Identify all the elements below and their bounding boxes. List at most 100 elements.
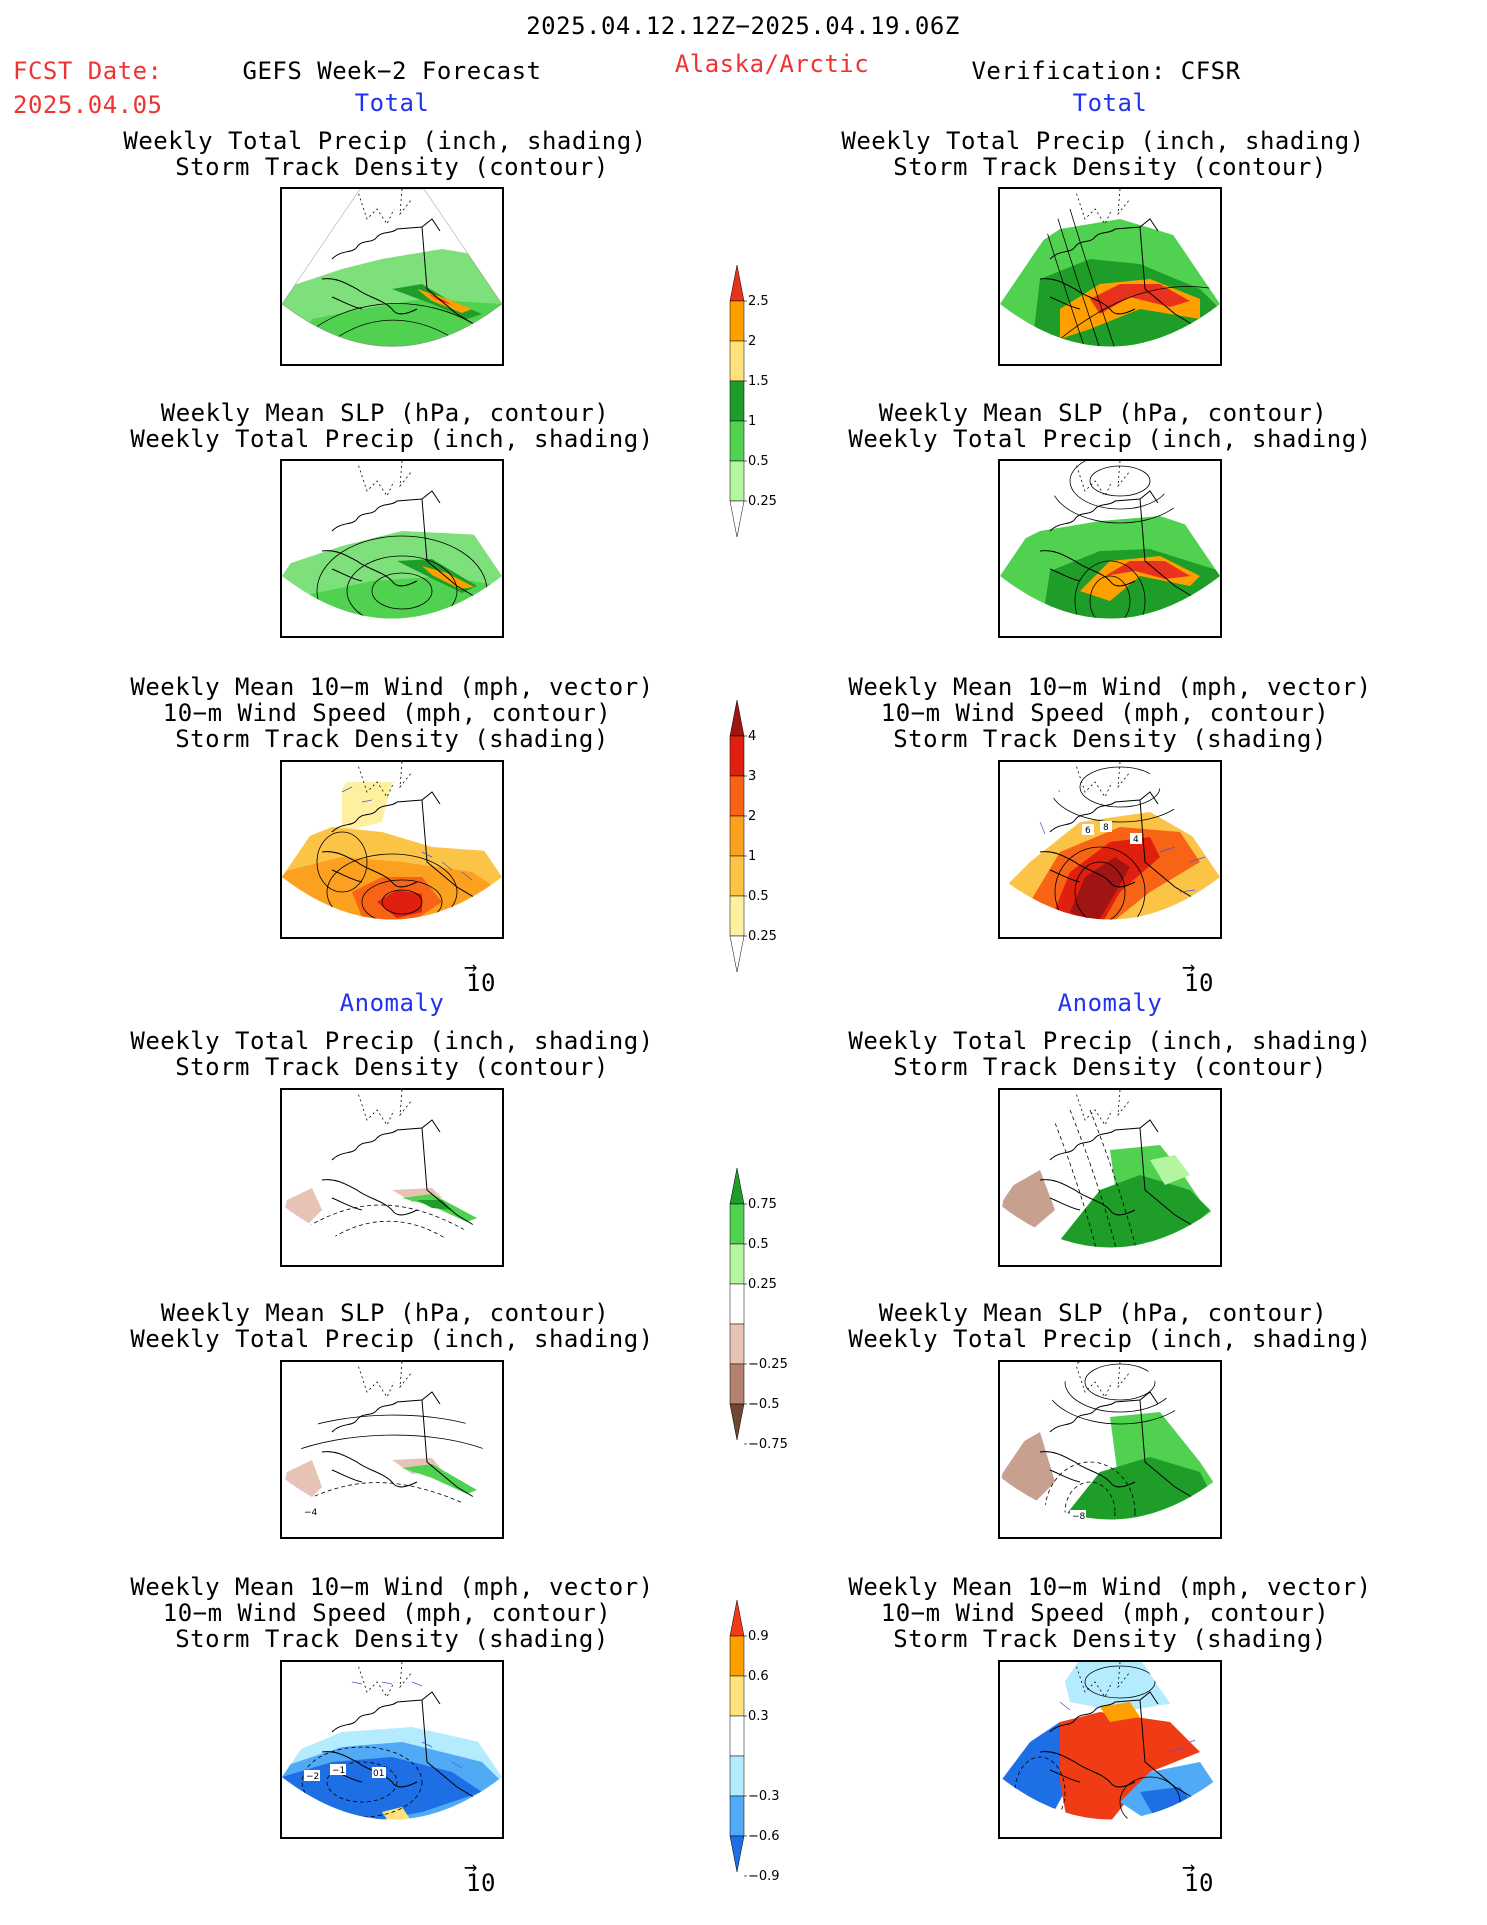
fc-anom-precip-title-1: Weekly Total Precip (inch, shading) <box>130 1027 654 1055</box>
fc-anom-slp-title-1: Weekly Mean SLP (hPa, contour) <box>160 1299 610 1327</box>
colorbar-label: −0.25 <box>748 1357 788 1372</box>
wind-contour-label: −2 <box>306 1772 319 1782</box>
colorbar-segment <box>729 300 745 342</box>
precip-total-colorbar: 2.5 2 1.5 1 0.5 0.25 <box>729 265 777 538</box>
verification-title: Verification: CFSR <box>971 57 1241 85</box>
vector-reference-arrow: → <box>1182 1855 1196 1880</box>
colorbar-label: 0.25 <box>748 494 777 509</box>
colorbar-label: 2 <box>748 809 756 824</box>
colorbar-label: −0.75 <box>748 1437 788 1452</box>
colorbar-segment <box>729 1403 745 1441</box>
obs-total-slp-map <box>998 459 1222 638</box>
colorbar-label: 0.6 <box>748 1669 769 1684</box>
colorbar-segment <box>729 265 745 302</box>
region-title: Alaska/Arctic <box>674 50 870 78</box>
precip-anom-colorbar: 0.75 0.5 0.25 −0.25 −0.5 −0.75 <box>729 1168 788 1452</box>
obs-anom-precip-map <box>998 1088 1222 1267</box>
colorbar-label: 2.5 <box>748 294 769 309</box>
vector-reference-arrow: → <box>1182 955 1196 980</box>
colorbar-segment <box>729 895 745 937</box>
fc-total-precip-map <box>280 187 504 366</box>
colorbar-segment <box>729 420 745 462</box>
colorbar-segment <box>729 1323 745 1365</box>
colorbar-label: 0.5 <box>748 1237 769 1252</box>
colorbar-segment <box>729 855 745 897</box>
obs-anom-wind-title-3: Storm Track Density (shading) <box>893 1625 1327 1653</box>
obs-total-slp-title-1: Weekly Mean SLP (hPa, contour) <box>878 399 1328 427</box>
fc-total-slp-title-1: Weekly Mean SLP (hPa, contour) <box>160 399 610 427</box>
wind-contour-label: 01 <box>373 1769 384 1779</box>
fc-total-precip-title-2: Storm Track Density (contour) <box>175 153 609 181</box>
slp-contour-label: −8 <box>1072 1512 1086 1522</box>
fc-anom-slp-title-2: Weekly Total Precip (inch, shading) <box>130 1325 654 1353</box>
fc-anom-wind-title-2: 10−m Wind Speed (mph, contour) <box>162 1599 612 1627</box>
colorbar-segment <box>729 460 745 502</box>
fc-total-wind-map <box>280 760 504 939</box>
obs-anom-wind-map <box>998 1660 1222 1839</box>
colorbar-label: −0.9 <box>748 1869 780 1884</box>
obs-total-precip-title-1: Weekly Total Precip (inch, shading) <box>841 127 1365 155</box>
fc-anom-wind-title-3: Storm Track Density (shading) <box>175 1625 609 1653</box>
fc-total-slp-map <box>280 459 504 638</box>
colorbar-segment <box>729 815 745 857</box>
colorbar-segment <box>729 1203 745 1245</box>
colorbar-segment <box>729 1363 745 1405</box>
colorbar-label: 0.5 <box>748 454 769 469</box>
total-section-left: Total <box>354 89 430 117</box>
colorbar-label: 3 <box>748 769 756 784</box>
colorbar-label: 1.5 <box>748 374 769 389</box>
vector-reference-arrow: → <box>464 1855 478 1880</box>
obs-total-precip-title-2: Storm Track Density (contour) <box>893 153 1327 181</box>
vector-reference-label: 10 <box>1184 969 1214 997</box>
colorbar-label: 0.3 <box>748 1709 769 1724</box>
colorbar-segment <box>729 1835 745 1873</box>
fc-anom-wind-title-1: Weekly Mean 10−m Wind (mph, vector) <box>130 1573 654 1601</box>
fc-anom-precip-map <box>280 1088 504 1267</box>
fc-anom-wind-map: −2 −1 01 <box>280 1660 504 1839</box>
colorbar-label: 0.9 <box>748 1629 769 1644</box>
vector-reference-arrow: → <box>464 955 478 980</box>
track-total-colorbar: 4 3 2 1 0.5 0.25 <box>729 700 777 973</box>
colorbar-segment <box>729 1755 745 1797</box>
obs-total-precip-map <box>998 187 1222 366</box>
colorbar-segment <box>729 1675 745 1717</box>
colorbar-label: 0.75 <box>748 1197 777 1212</box>
colorbar-segment <box>729 1283 745 1325</box>
fc-total-precip-title-1: Weekly Total Precip (inch, shading) <box>123 127 647 155</box>
colorbar-label: 2 <box>748 334 756 349</box>
colorbar-label: −0.5 <box>748 1397 780 1412</box>
fcst-date-label: FCST Date: <box>13 57 163 85</box>
wind-contour-label: 4 <box>1133 835 1139 845</box>
wind-contour-label: 6 <box>1085 826 1091 836</box>
fc-total-slp-title-2: Weekly Total Precip (inch, shading) <box>130 425 654 453</box>
obs-total-wind-title-3: Storm Track Density (shading) <box>893 725 1327 753</box>
colorbar-segment <box>729 1600 745 1637</box>
anomaly-section-left: Anomaly <box>339 989 445 1017</box>
colorbar-segment <box>729 500 745 538</box>
colorbar-segment <box>729 380 745 422</box>
obs-anom-wind-title-1: Weekly Mean 10−m Wind (mph, vector) <box>848 1573 1372 1601</box>
colorbar-label: 0.5 <box>748 889 769 904</box>
vector-reference-label: 10 <box>1184 1869 1214 1897</box>
colorbar-segment <box>729 1795 745 1837</box>
track-anom-colorbar: 0.9 0.6 0.3 −0.3 −0.6 −0.9 <box>729 1600 780 1884</box>
fc-anom-precip-title-2: Storm Track Density (contour) <box>175 1053 609 1081</box>
obs-anom-slp-title-2: Weekly Total Precip (inch, shading) <box>848 1325 1372 1353</box>
colorbar-segment <box>729 1715 745 1757</box>
vector-reference-label: 10 <box>466 969 496 997</box>
colorbar-segment <box>729 1168 745 1205</box>
obs-total-wind-title-1: Weekly Mean 10−m Wind (mph, vector) <box>848 673 1372 701</box>
colorbar-label: −0.6 <box>748 1829 780 1844</box>
wind-contour-label: −1 <box>332 1766 345 1776</box>
obs-total-wind-map: 6 8 4 <box>998 760 1222 939</box>
colorbar-label: −0.3 <box>748 1789 780 1804</box>
forecast-title: GEFS Week−2 Forecast <box>242 57 542 85</box>
colorbar-label: 4 <box>748 729 756 744</box>
anomaly-section-right: Anomaly <box>1057 989 1163 1017</box>
obs-anom-wind-title-2: 10−m Wind Speed (mph, contour) <box>880 1599 1330 1627</box>
colorbar-label: 1 <box>748 849 756 864</box>
fcst-date-value: 2025.04.05 <box>13 91 163 119</box>
obs-anom-precip-title-1: Weekly Total Precip (inch, shading) <box>848 1027 1372 1055</box>
colorbar-segment <box>729 775 745 817</box>
obs-total-slp-title-2: Weekly Total Precip (inch, shading) <box>848 425 1372 453</box>
